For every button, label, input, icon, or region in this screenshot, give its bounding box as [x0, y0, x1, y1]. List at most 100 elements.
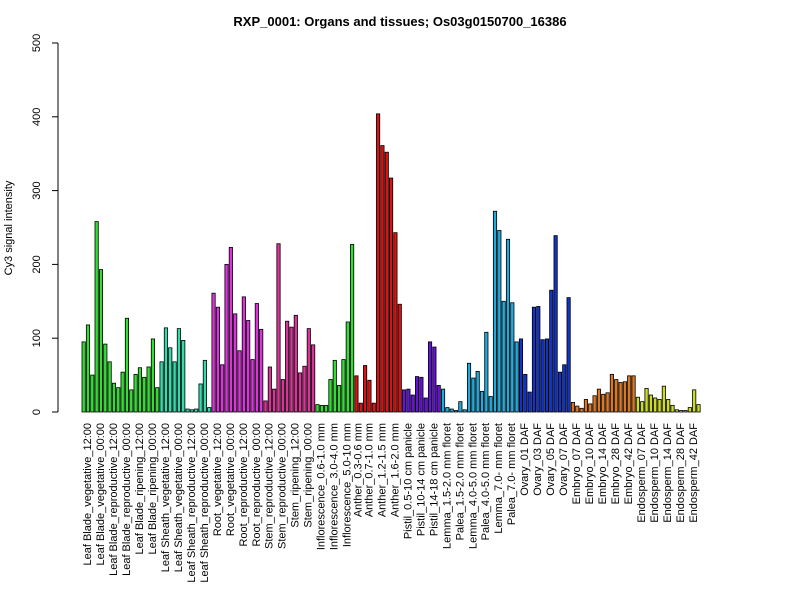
bar [233, 313, 238, 413]
bar [98, 269, 104, 413]
x-tick-label: Stem_ripening_12:00 [290, 423, 302, 528]
bar [440, 388, 446, 413]
bar [276, 243, 281, 413]
bar [648, 394, 653, 413]
bar [302, 365, 307, 413]
bar [653, 397, 658, 413]
bar [553, 235, 558, 413]
bar [81, 341, 86, 413]
bar [389, 177, 394, 413]
bar [618, 382, 623, 413]
bar [432, 346, 437, 413]
x-tick-label: Lemma_4.0-5.0 mm floret [467, 423, 479, 549]
bar [479, 390, 485, 413]
y-tick-label: 500 [31, 34, 43, 52]
bar [306, 328, 311, 413]
y-axis: 0 100 200 300 400 500 [31, 34, 59, 415]
bar [475, 371, 480, 413]
x-tick-label: Anther_0.3-0.6 mm [353, 423, 365, 517]
x-tick-label: Inflorescence_5.0-10 mm [342, 423, 354, 547]
bar [202, 359, 207, 413]
x-tick-label: Embryo_07 DAF [571, 423, 583, 505]
bar [523, 373, 528, 413]
bar [172, 361, 177, 413]
bar [692, 389, 697, 413]
x-tick-label: Leaf Sheath_reproductive_00:00 [199, 423, 211, 583]
bar [505, 238, 511, 413]
bar [402, 389, 407, 413]
x-tick-label: Leaf Sheath_reproductive_12:00 [186, 423, 198, 583]
bar [194, 408, 199, 413]
bar [410, 394, 415, 413]
bar [341, 359, 346, 413]
bar [324, 404, 329, 413]
bar [588, 403, 593, 413]
bar [228, 247, 233, 413]
bar [488, 396, 493, 413]
x-tick-label: Embryo_14 DAF [597, 423, 609, 505]
bar [298, 372, 303, 413]
bar [536, 306, 541, 413]
bar [640, 401, 645, 413]
bar [557, 371, 562, 413]
bar [319, 404, 324, 413]
bar [345, 321, 350, 413]
bar [510, 302, 515, 413]
x-tick-label: Embryo_28 DAF [610, 423, 622, 505]
bar [384, 151, 389, 413]
chart-title: RXP_0001: Organs and tissues; Os03g01507… [233, 14, 566, 29]
bar [592, 395, 597, 413]
x-tick-label: Inflorescence_0.6-1.0 mm [316, 423, 328, 550]
bar [492, 210, 498, 413]
x-tick-label: Endosperm_28 DAF [675, 423, 687, 523]
bar [575, 405, 580, 413]
bar [627, 375, 632, 413]
x-tick-label: Leaf Blade_ripening_12:00 [134, 423, 146, 555]
bar [254, 303, 259, 413]
x-tick-label: Endosperm_07 DAF [636, 423, 648, 523]
bar [622, 381, 627, 413]
bar [103, 343, 108, 413]
x-tick-label: Ovary_01 DAF [519, 423, 531, 496]
x-tick-label: Endosperm_14 DAF [662, 423, 674, 523]
bar [142, 376, 147, 413]
bar [549, 289, 554, 413]
bar [267, 366, 272, 413]
bar [544, 338, 550, 413]
bar [376, 113, 381, 413]
bar [189, 409, 194, 413]
bar [146, 366, 151, 413]
x-tick-label: Embryo_10 DAF [584, 423, 596, 505]
bar [133, 373, 138, 413]
bar [674, 409, 679, 413]
bar [215, 306, 220, 413]
bar [129, 389, 134, 413]
x-tick-label: Ovary_05 DAF [545, 423, 557, 496]
bar [354, 375, 359, 413]
bar [358, 402, 363, 413]
bar [337, 385, 342, 413]
bar [406, 388, 411, 413]
x-tick-label: Root_reproductive_00:00 [251, 423, 263, 547]
x-tick-label: Anther_0.7-1.0 mm [363, 423, 375, 517]
bar [445, 407, 450, 413]
bar [181, 340, 186, 413]
x-tick-label: Endosperm_10 DAF [649, 423, 661, 523]
x-tick-label: Leaf Sheath_vegetative_12:00 [160, 423, 172, 572]
bar [285, 320, 290, 413]
x-tick-label: Leaf Sheath_vegetative_00:00 [173, 423, 185, 572]
x-tick-label: Leaf Blade_reproductive_12:00 [108, 423, 120, 576]
bar [137, 367, 142, 413]
bar [427, 341, 433, 413]
x-tick-label: Pistil_0.5-10 cm panicle [402, 423, 414, 539]
bar [605, 392, 610, 413]
bar [449, 408, 454, 413]
x-tick-label: Stem_reproductive_12:00 [264, 423, 276, 549]
bar [419, 376, 424, 413]
y-tick-label: 100 [31, 329, 43, 347]
bar [363, 365, 368, 413]
bar [185, 408, 190, 413]
bar [111, 382, 117, 413]
bar [159, 361, 164, 413]
bar [224, 263, 229, 413]
